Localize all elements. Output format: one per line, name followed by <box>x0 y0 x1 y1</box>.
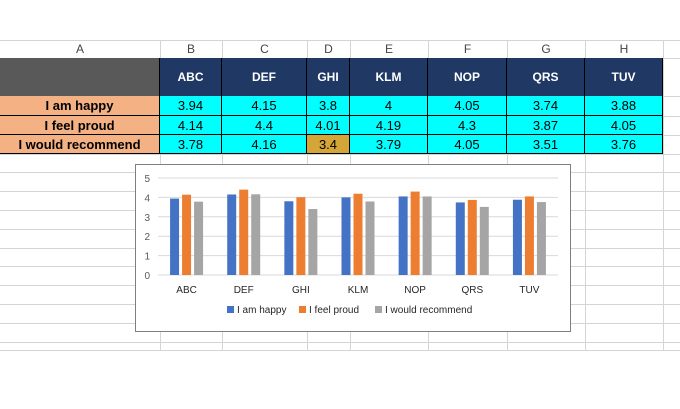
bar-def-series-2 <box>251 194 261 275</box>
y-tick-label: 3 <box>144 213 150 224</box>
value-cell[interactable]: 4.3 <box>428 116 507 135</box>
y-tick-label: 4 <box>144 193 150 204</box>
value-cell[interactable]: 4.19 <box>350 116 428 135</box>
bar-abc-series-2 <box>194 201 204 275</box>
bar-nop-series-2 <box>422 196 432 275</box>
header-cell-tuv[interactable]: TUV <box>585 58 663 96</box>
bar-abc-series-0 <box>170 198 180 275</box>
value-cell[interactable]: 4.14 <box>160 116 222 135</box>
bar-tuv-series-2 <box>536 202 546 275</box>
row-label[interactable]: I am happy <box>0 96 160 116</box>
value-cell[interactable]: 4.15 <box>222 96 307 116</box>
value-cell[interactable]: 3.94 <box>160 96 222 116</box>
header-cell-abc[interactable]: ABC <box>160 58 222 96</box>
grid-line-v <box>663 40 664 350</box>
row-label[interactable]: I feel proud <box>0 116 160 135</box>
column-header-c[interactable]: C <box>260 42 269 56</box>
column-header-h[interactable]: H <box>619 42 629 56</box>
x-tick-label: QRS <box>461 285 483 296</box>
y-tick-label: 0 <box>144 271 150 282</box>
chart-object[interactable]: 0 1 2 3 4 5 ABC DEF GHI KLM NOP QRS TUV I am happy I f… <box>135 164 571 332</box>
x-tick-label: GHI <box>292 285 310 296</box>
y-tick-label: 5 <box>144 174 150 185</box>
bar-qrs-series-2 <box>479 206 489 275</box>
x-tick-label: ABC <box>176 285 197 296</box>
legend-swatch <box>375 306 382 313</box>
value-cell[interactable]: 3.74 <box>507 96 585 116</box>
value-cell[interactable]: 3.78 <box>160 135 222 154</box>
bar-tuv-series-1 <box>524 196 534 275</box>
value-cell[interactable]: 3.8 <box>307 96 350 116</box>
grid-line-h <box>0 154 680 155</box>
header-cell-nop[interactable]: NOP <box>428 58 507 96</box>
grid-line-v <box>585 40 586 350</box>
value-cell[interactable]: 3.4 <box>307 135 350 154</box>
bar-ghi-series-1 <box>296 197 306 275</box>
value-cell[interactable]: 3.88 <box>585 96 663 116</box>
legend-label: I feel proud <box>309 305 359 316</box>
value-cell[interactable]: 3.51 <box>507 135 585 154</box>
value-cell[interactable]: 4.16 <box>222 135 307 154</box>
y-tick-label: 1 <box>144 252 150 263</box>
column-header-g[interactable]: G <box>541 42 551 56</box>
value-cell[interactable]: 4.05 <box>585 116 663 135</box>
value-cell[interactable]: 4.01 <box>307 116 350 135</box>
header-cell-def[interactable]: DEF <box>222 58 307 96</box>
x-tick-label: TUV <box>519 285 539 296</box>
value-cell[interactable]: 4 <box>350 96 428 116</box>
grid-line-h <box>0 40 680 41</box>
value-cell[interactable]: 4.05 <box>428 135 507 154</box>
column-header-f[interactable]: F <box>463 42 472 56</box>
bar-def-series-1 <box>239 189 249 275</box>
bar-klm-series-0 <box>341 197 351 275</box>
value-cell[interactable]: 4.05 <box>428 96 507 116</box>
bar-def-series-0 <box>227 194 237 275</box>
bar-nop-series-0 <box>398 196 408 275</box>
x-tick-label: DEF <box>234 285 254 296</box>
column-header-b[interactable]: B <box>186 42 195 56</box>
header-cell-ghi[interactable]: GHI <box>307 58 350 96</box>
bar-ghi-series-2 <box>308 209 318 275</box>
column-header-a[interactable]: A <box>75 42 84 56</box>
column-header-d[interactable]: D <box>324 42 333 56</box>
bar-ghi-series-0 <box>284 201 294 275</box>
grid-line-h <box>0 342 680 343</box>
header-cell-klm[interactable]: KLM <box>350 58 428 96</box>
bar-tuv-series-0 <box>512 199 522 275</box>
row-label[interactable]: I would recommend <box>0 135 160 154</box>
bar-abc-series-1 <box>182 194 192 275</box>
header-cell-qrs[interactable]: QRS <box>507 58 585 96</box>
legend-label: I am happy <box>237 305 286 316</box>
bar-klm-series-2 <box>365 201 375 275</box>
bar-qrs-series-0 <box>455 202 465 275</box>
x-tick-label: NOP <box>404 285 426 296</box>
chart: 0 1 2 3 4 5 ABC DEF GHI KLM NOP QRS TUV I am happy I f… <box>136 165 570 331</box>
column-header-e[interactable]: E <box>384 42 393 56</box>
bar-klm-series-1 <box>353 193 363 275</box>
y-tick-label: 2 <box>144 232 150 243</box>
value-cell[interactable]: 3.79 <box>350 135 428 154</box>
value-cell[interactable]: 3.76 <box>585 135 663 154</box>
grid-line-h <box>0 350 680 351</box>
value-cell[interactable]: 4.4 <box>222 116 307 135</box>
value-cell[interactable]: 3.87 <box>507 116 585 135</box>
corner-cell[interactable] <box>0 58 160 96</box>
legend-label: I would recommend <box>385 305 472 316</box>
x-tick-label: KLM <box>348 285 369 296</box>
bar-chart-svg: 0 1 2 3 4 5 ABC DEF GHI KLM NOP QRS TUV I am happy I f… <box>144 174 558 316</box>
bar-nop-series-1 <box>410 191 420 275</box>
legend-swatch <box>227 306 234 313</box>
legend-swatch <box>299 306 306 313</box>
bar-qrs-series-1 <box>467 199 477 275</box>
